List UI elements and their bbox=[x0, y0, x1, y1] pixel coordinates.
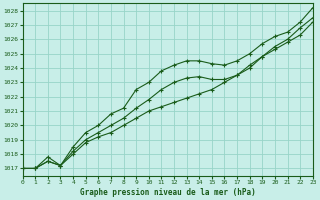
X-axis label: Graphe pression niveau de la mer (hPa): Graphe pression niveau de la mer (hPa) bbox=[80, 188, 256, 197]
